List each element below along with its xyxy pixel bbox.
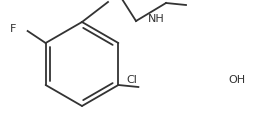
Text: F: F [10, 24, 16, 34]
Text: NH: NH [148, 14, 165, 24]
Text: OH: OH [228, 74, 245, 84]
Text: Cl: Cl [126, 74, 137, 84]
